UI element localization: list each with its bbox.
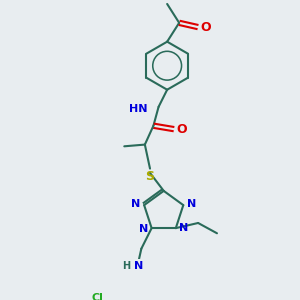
- Text: Cl: Cl: [91, 292, 103, 300]
- Text: N: N: [131, 199, 141, 209]
- Text: N: N: [187, 199, 196, 209]
- Text: N: N: [139, 224, 148, 234]
- Text: S: S: [146, 170, 154, 183]
- Text: H: H: [122, 261, 130, 271]
- Text: N: N: [179, 223, 188, 233]
- Text: HN: HN: [129, 103, 147, 114]
- Text: O: O: [177, 123, 187, 136]
- Text: O: O: [201, 21, 211, 34]
- Text: N: N: [134, 261, 143, 271]
